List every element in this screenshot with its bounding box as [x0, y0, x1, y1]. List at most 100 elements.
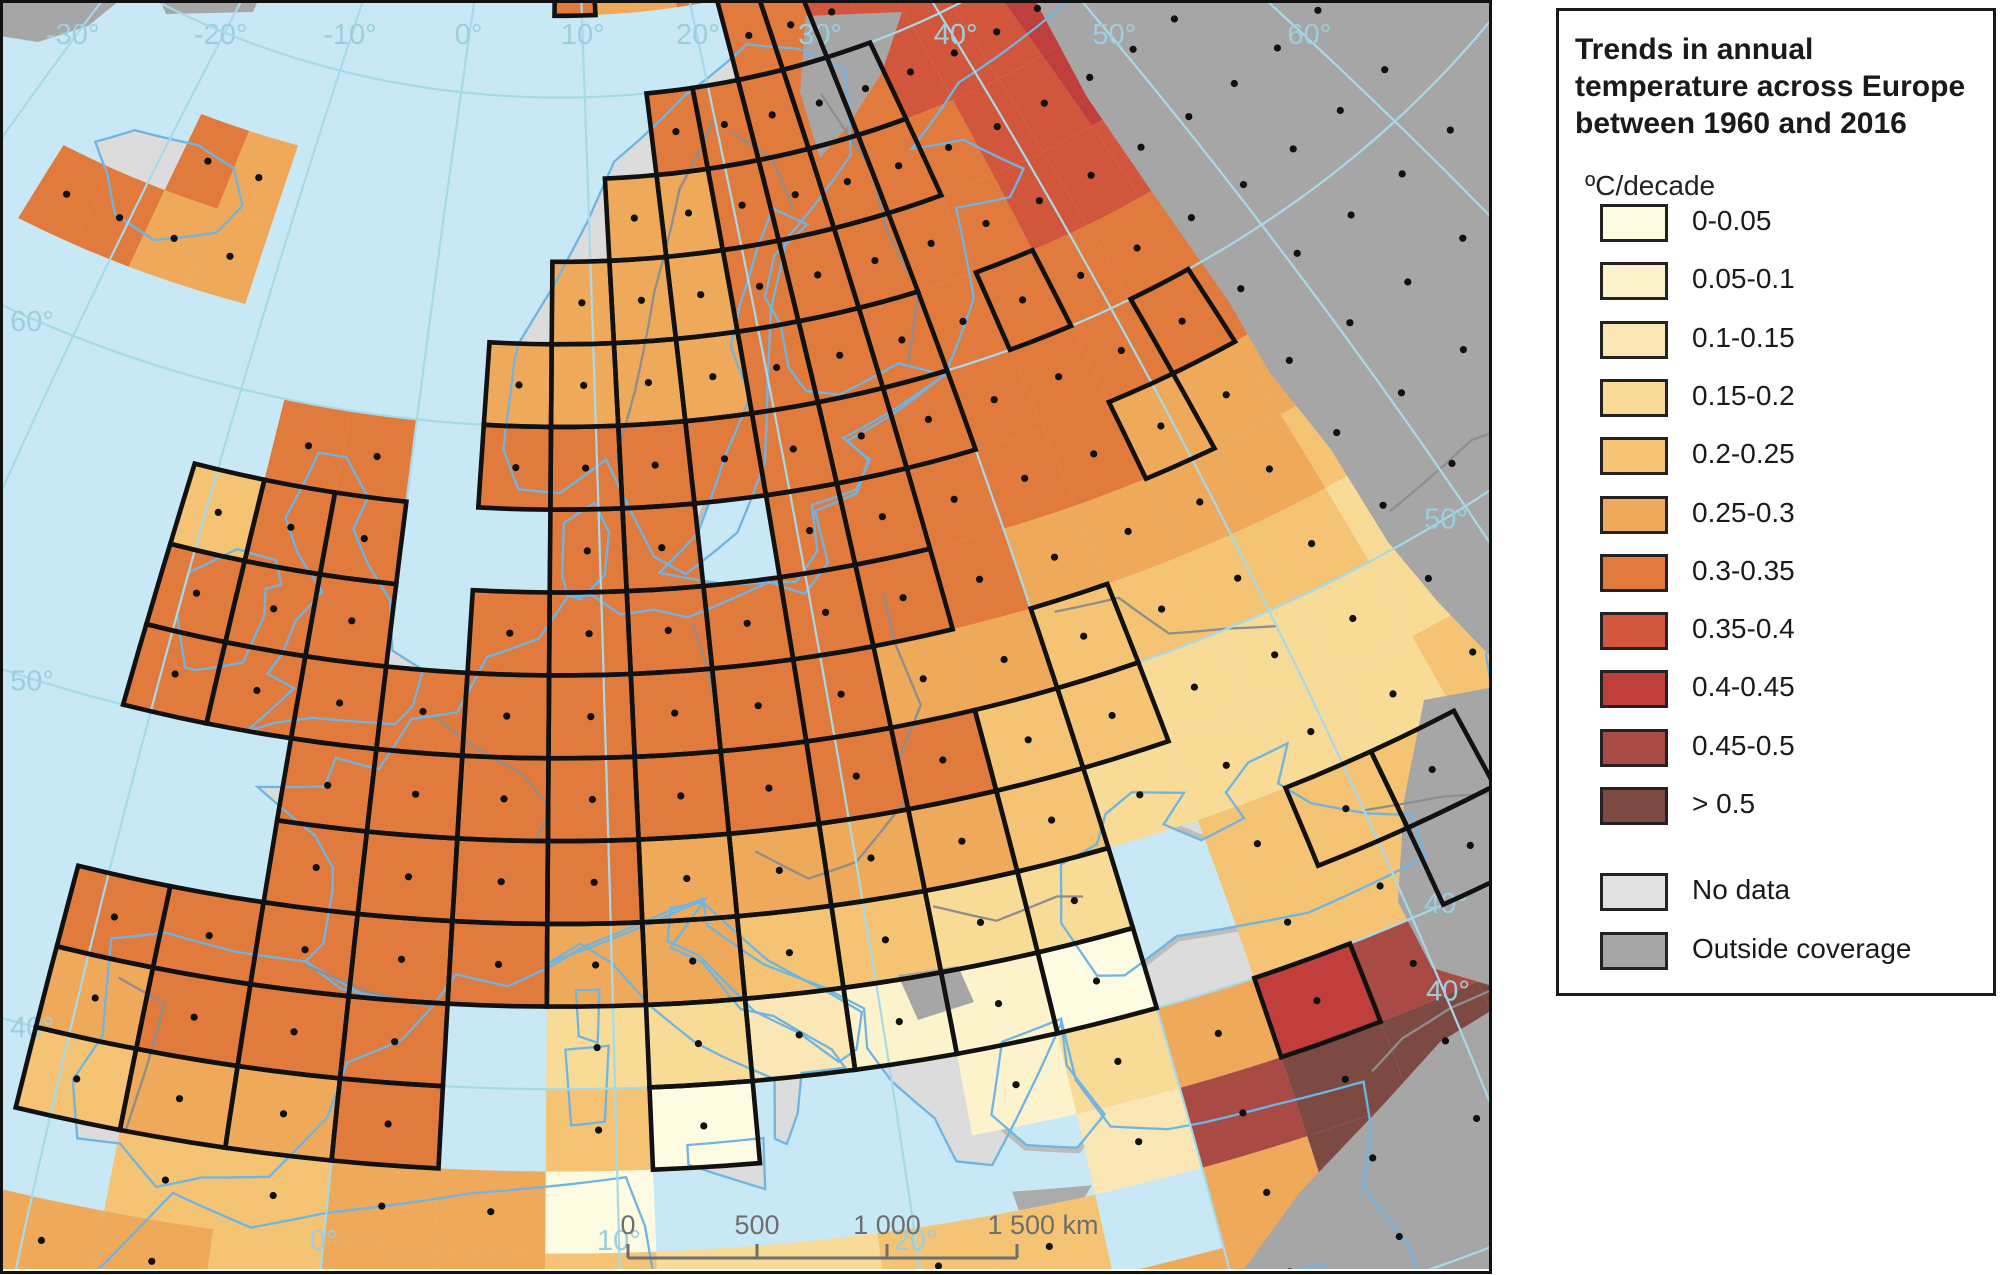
legend-row-class: 0.15-0.2	[1559, 378, 1989, 419]
outlined-cell	[1127, 266, 1239, 377]
significance-dot	[982, 219, 990, 228]
significance-dot	[1077, 271, 1085, 279]
significance-dot	[756, 282, 764, 290]
significance-dot	[515, 381, 523, 389]
significance-dot	[1092, 977, 1101, 985]
significance-dot	[775, 866, 783, 875]
significance-dot	[895, 162, 903, 170]
significance-dot	[1466, 841, 1474, 850]
significance-dot	[171, 670, 179, 678]
significance-dot	[1395, 1232, 1403, 1241]
country-border	[1389, 432, 1489, 513]
legend-swatch	[1600, 378, 1668, 417]
significance-dot	[373, 452, 381, 461]
significance-dot	[1441, 1037, 1450, 1045]
significance-dot	[190, 1013, 198, 1021]
legend-row-class: > 0.5	[1559, 787, 1989, 827]
significance-dot	[348, 617, 356, 625]
significance-dot	[1336, 106, 1344, 115]
adriatic-sea-coastline	[666, 901, 864, 1064]
legend-class-label: 0.35-0.4	[1692, 613, 1795, 645]
significance-dot	[1187, 214, 1195, 222]
significance-dot	[683, 874, 691, 883]
significance-dot	[895, 1018, 903, 1026]
significance-dot	[170, 234, 178, 242]
significance-dot	[861, 85, 870, 93]
significance-dot	[1124, 527, 1132, 536]
significance-dot	[630, 214, 638, 222]
trend-cell	[767, 1233, 883, 1269]
significance-dot	[1253, 840, 1261, 848]
scale-bar-label: 0	[620, 1210, 635, 1240]
trend-cell	[93, 1211, 214, 1269]
legend-class-label: 0.2-0.25	[1692, 438, 1795, 470]
significance-dot	[253, 686, 261, 695]
legend-panel: Trends in annual temperature across Euro…	[1556, 8, 1996, 996]
outlined-cell	[1034, 925, 1160, 1037]
country-border	[614, 117, 716, 460]
significance-dot	[677, 792, 685, 800]
europe-map: -30° -20° -10° 0° 0° 10° 10° 20° 20° 30° 40° 40° 50°…	[0, 0, 1492, 1274]
significance-dot	[1369, 1154, 1377, 1162]
significance-dot	[391, 1038, 399, 1046]
significance-dot	[1271, 651, 1279, 659]
significance-dot	[672, 128, 680, 136]
significance-dot	[1222, 761, 1230, 769]
meridian--20	[3, 3, 242, 491]
cell-dots	[37, 4, 1481, 1269]
significance-dot	[878, 513, 887, 521]
meridian-50	[1081, 3, 1489, 544]
significance-dot	[694, 1040, 703, 1048]
graticule-label: 0°	[455, 19, 483, 51]
trend-cell	[207, 1229, 324, 1269]
significance-dot	[958, 837, 966, 845]
significance-dot	[700, 1122, 708, 1130]
outside-marmara	[898, 966, 974, 1020]
significance-dot	[1313, 997, 1321, 1005]
significance-dot	[378, 1202, 386, 1210]
significance-dot	[1347, 211, 1355, 219]
significance-dot	[1448, 459, 1456, 467]
significance-dot	[738, 201, 746, 209]
significance-dot	[1024, 736, 1032, 744]
trend-cell	[433, 1250, 546, 1269]
legend-class-label: 0.15-0.2	[1692, 379, 1795, 411]
significance-dot	[671, 709, 679, 717]
baltic-sea-coastline	[656, 206, 948, 586]
graticule-label: 20°	[894, 1225, 938, 1257]
significance-dot	[161, 1176, 169, 1184]
scale-bar-line	[626, 1244, 1019, 1260]
significance-dot	[976, 918, 985, 927]
significance-dot	[1308, 540, 1316, 548]
significance-dot	[590, 878, 598, 886]
significance-dot	[709, 373, 717, 381]
significance-dot	[1230, 79, 1238, 88]
significance-dot	[73, 1075, 81, 1083]
legend-title-line: between 1960 and 2016	[1575, 107, 1907, 140]
significance-dot	[959, 317, 967, 325]
significance-dot	[593, 1044, 601, 1052]
trend-cell	[320, 1242, 435, 1269]
significance-dot	[1086, 73, 1094, 81]
graticule-label: 40°	[934, 19, 978, 51]
significance-dot	[881, 936, 890, 944]
legend-row-class: 0.4-0.45	[1559, 670, 1989, 710]
significance-dot	[270, 605, 278, 613]
significance-dot	[720, 455, 729, 463]
significance-dot	[1080, 632, 1088, 640]
significance-dot	[1342, 805, 1350, 813]
country-border	[881, 593, 923, 761]
legend-row-class: 0.45-0.5	[1559, 728, 1989, 769]
country-border	[1054, 596, 1277, 635]
trend-cell	[877, 1216, 997, 1269]
significance-dot	[743, 619, 751, 627]
significance-dot	[1469, 648, 1477, 656]
significance-dot	[1055, 373, 1063, 381]
significance-dot	[1129, 45, 1137, 53]
outside-nw	[3, 3, 117, 42]
significance-dot	[583, 547, 591, 555]
scale-bar: 0 500 1 000 1 500 km	[620, 1210, 1099, 1260]
significance-dot	[934, 1262, 943, 1269]
significance-dot	[843, 178, 852, 186]
legend-row-outside-coverage: Outside coverage	[1559, 932, 1989, 972]
